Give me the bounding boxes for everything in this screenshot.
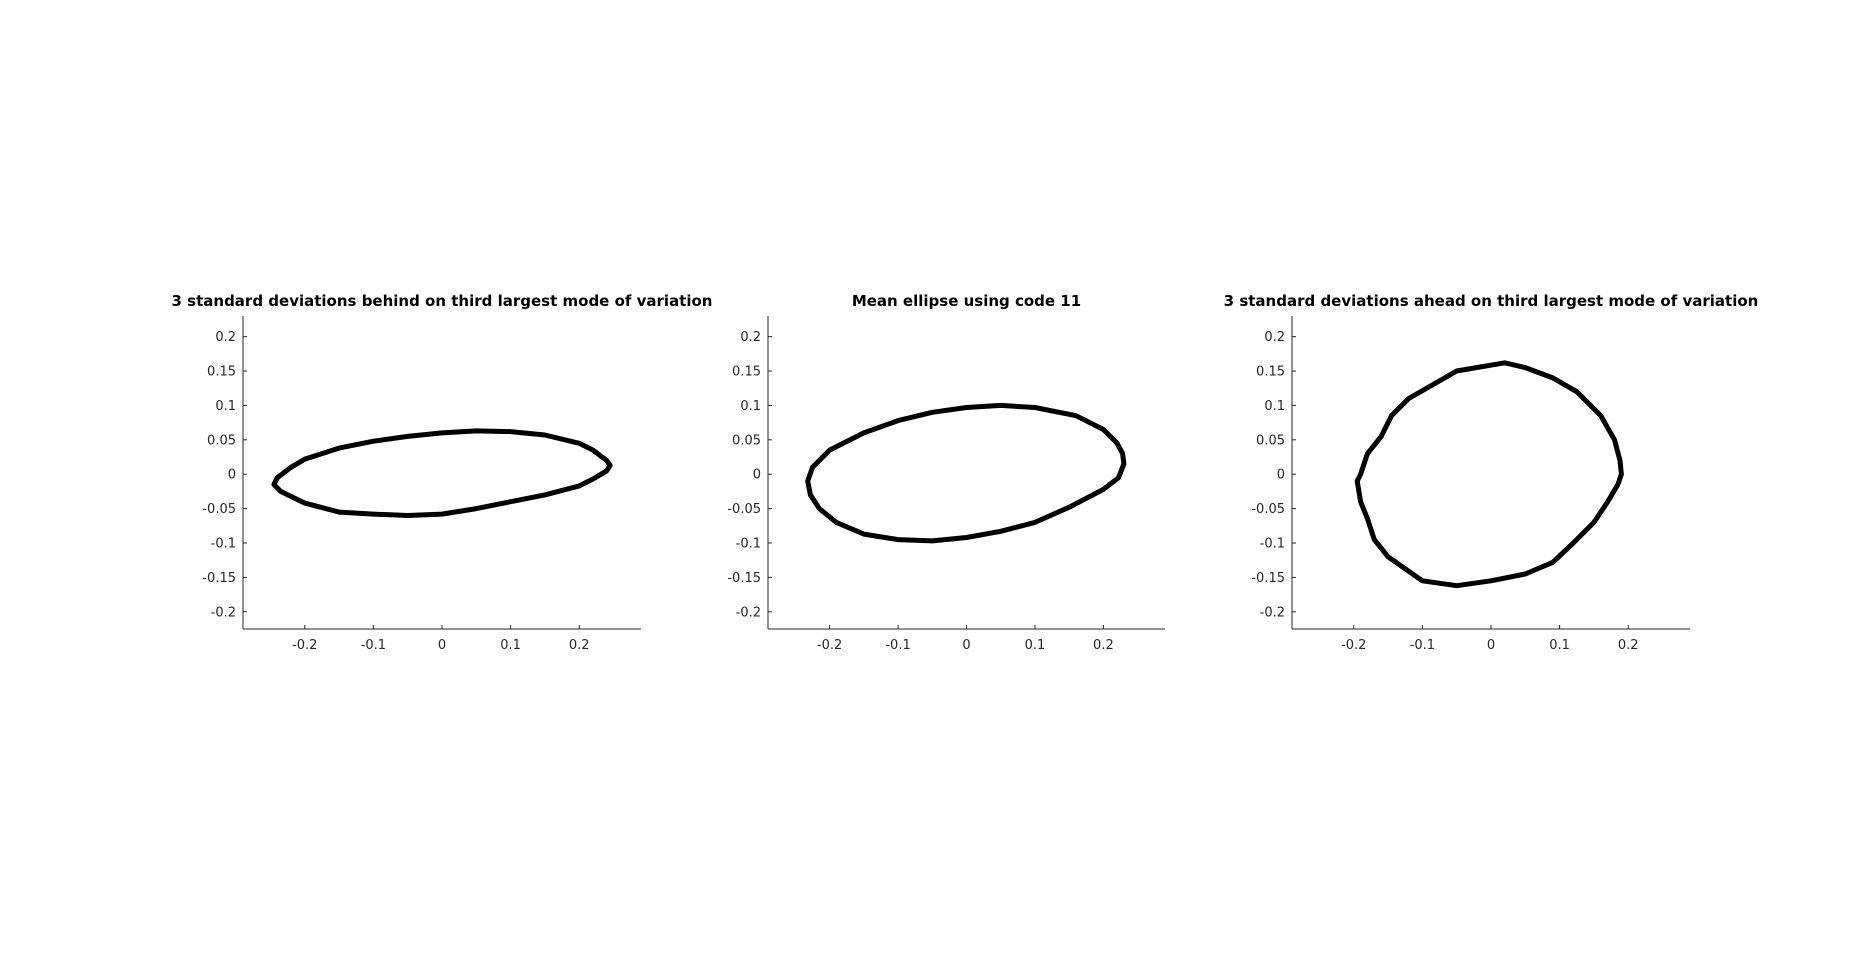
x-tick-label: -0.2 — [1341, 638, 1366, 653]
x-tick-label: 0.2 — [1618, 638, 1639, 653]
y-tick-label: -0.05 — [1251, 502, 1285, 517]
y-tick-label: -0.1 — [211, 537, 236, 552]
y-tick-label: 0.05 — [1256, 433, 1285, 448]
x-tick-label: -0.1 — [885, 638, 910, 653]
x-tick-label: 0.2 — [569, 638, 590, 653]
x-tick-label: 0 — [438, 638, 446, 653]
x-tick-label: -0.2 — [817, 638, 842, 653]
y-tick-label: 0.15 — [732, 365, 761, 380]
subplot-1: 3 standard deviations behind on third la… — [172, 292, 713, 653]
y-tick-label: 0.2 — [215, 330, 236, 345]
y-tick-label: 0.1 — [215, 399, 236, 414]
y-tick-label: 0.2 — [1264, 330, 1285, 345]
series-line — [271, 428, 613, 518]
x-tick-label: 0 — [962, 638, 970, 653]
y-tick-label: 0.05 — [207, 433, 236, 448]
y-tick-label: -0.1 — [736, 537, 761, 552]
y-tick-label: 0.15 — [1256, 365, 1285, 380]
y-tick-label: 0 — [1277, 468, 1285, 483]
y-tick-label: 0.1 — [1264, 399, 1285, 414]
x-tick-label: 0.1 — [1025, 638, 1046, 653]
x-tick-label: 0.2 — [1093, 638, 1114, 653]
x-tick-label: 0.1 — [1549, 638, 1570, 653]
subplot-2: Mean ellipse using code 11 -0.2 -0.1 0 0.1 0.… — [727, 292, 1165, 653]
subplot-3: 3 standard deviations ahead on third lar… — [1224, 292, 1759, 653]
y-tick-label: -0.2 — [1260, 605, 1285, 620]
x-tick-label: -0.2 — [292, 638, 317, 653]
x-tick-label: 0 — [1487, 638, 1495, 653]
x-tick-label: 0.1 — [500, 638, 521, 653]
y-tick-label: -0.2 — [736, 605, 761, 620]
y-tick-label: -0.15 — [727, 571, 761, 586]
y-tick-label: -0.05 — [202, 502, 236, 517]
y-tick-label: -0.15 — [202, 571, 236, 586]
y-tick-label: 0.15 — [207, 365, 236, 380]
y-tick-label: -0.15 — [1251, 571, 1285, 586]
y-tick-label: 0.2 — [740, 330, 761, 345]
subplot-title: 3 standard deviations behind on third la… — [172, 292, 713, 310]
y-tick-label: 0.1 — [740, 399, 761, 414]
subplot-title: Mean ellipse using code 11 — [852, 292, 1081, 310]
series-line — [805, 402, 1127, 544]
y-tick-label: -0.05 — [727, 502, 761, 517]
y-tick-label: 0 — [753, 468, 761, 483]
y-tick-label: -0.1 — [1260, 537, 1285, 552]
x-tick-label: -0.1 — [361, 638, 386, 653]
series-line — [1354, 360, 1624, 589]
y-tick-label: 0.05 — [732, 433, 761, 448]
x-tick-label: -0.1 — [1410, 638, 1435, 653]
y-tick-label: -0.2 — [211, 605, 236, 620]
subplot-title: 3 standard deviations ahead on third lar… — [1224, 292, 1759, 310]
y-tick-label: 0 — [228, 468, 236, 483]
